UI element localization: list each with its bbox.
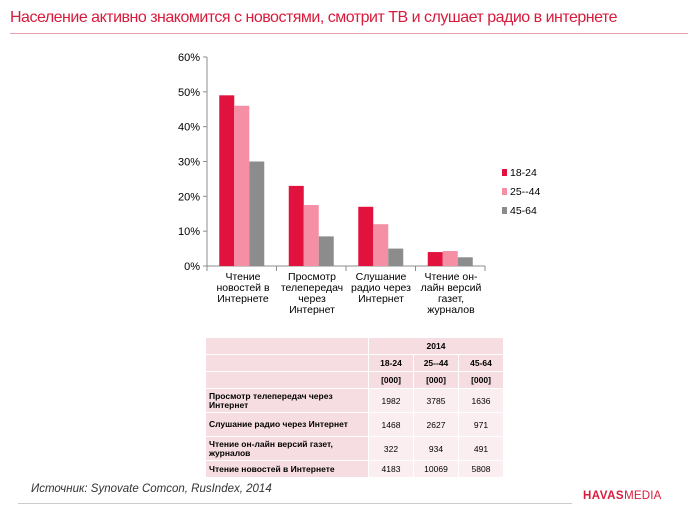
source-note: Источник: Synovate Comcon, RusIndex, 201… xyxy=(31,483,272,495)
bar xyxy=(457,257,473,266)
table-unit-header: [000] xyxy=(458,371,503,389)
table-column-header: 18-24 xyxy=(368,354,414,372)
bar xyxy=(427,252,443,266)
table-cell: 2627 xyxy=(413,412,459,437)
y-tick-label: 60% xyxy=(178,52,200,64)
legend-swatch xyxy=(502,169,507,176)
legend-item: 18-24 xyxy=(502,163,540,182)
table-cell: 322 xyxy=(368,436,414,461)
title-divider xyxy=(10,33,688,34)
table-corner-cell xyxy=(206,354,369,372)
bar xyxy=(318,236,334,266)
x-tick-label: Слушание радио через Интернет xyxy=(350,271,411,305)
table-row-label: Чтение новостей в Интернете xyxy=(206,460,369,477)
page-title: Население активно знакомится с новостями… xyxy=(10,9,618,26)
bar xyxy=(303,205,319,266)
table-year-header: 2014 xyxy=(368,338,503,355)
y-tick-label: 40% xyxy=(178,122,200,134)
table-cell: 5808 xyxy=(458,460,503,477)
legend-item: 45-64 xyxy=(502,201,540,220)
table-unit-header: [000] xyxy=(368,371,414,389)
table-unit-header: [000] xyxy=(413,371,459,389)
y-tick-label: 10% xyxy=(178,226,200,238)
table-header-row: 2014 xyxy=(206,338,503,355)
bar xyxy=(358,206,374,266)
bar xyxy=(373,224,389,266)
havas-media-logo: HAVASMEDIA xyxy=(583,490,662,502)
y-tick-label: 30% xyxy=(178,157,200,169)
table-row: Чтение он-лайн версий газет, журналов 32… xyxy=(206,436,503,461)
bar xyxy=(288,185,304,266)
y-tick-label: 50% xyxy=(178,87,200,99)
table-row: Чтение новостей в Интернете 4183 10069 5… xyxy=(206,460,503,477)
table-corner-cell xyxy=(206,338,369,355)
x-tick-label: Чтение он-лайн версий газет, журналов xyxy=(420,271,482,316)
table-row: Слушание радио через Интернет 1468 2627 … xyxy=(206,412,503,437)
table-row-label: Слушание радио через Интернет xyxy=(206,412,369,437)
bar xyxy=(388,248,404,266)
table-cell: 4183 xyxy=(368,460,414,477)
table-column-header: 45-64 xyxy=(458,354,503,372)
chart-legend: 18-24 25--44 45-64 xyxy=(502,163,540,220)
table-cell: 1982 xyxy=(368,388,414,413)
table-cell: 491 xyxy=(458,436,503,461)
table-header-row: [000] [000] [000] xyxy=(206,371,503,389)
table-cell: 971 xyxy=(458,412,503,437)
table-row: Просмотр телепередач через Интернет 1982… xyxy=(206,388,503,413)
footer-divider xyxy=(18,503,572,504)
bar xyxy=(234,105,250,267)
bar xyxy=(219,95,235,266)
table-cell: 1468 xyxy=(368,412,414,437)
table-cell: 3785 xyxy=(413,388,459,413)
y-tick-label: 20% xyxy=(178,191,200,203)
bar xyxy=(442,251,458,266)
legend-swatch xyxy=(502,188,507,195)
x-tick-label: Чтение новостей в Интернете xyxy=(216,271,270,305)
table-header-row: 18-24 25--44 45-64 xyxy=(206,354,503,372)
table-corner-cell xyxy=(206,371,369,389)
table-row-label: Чтение он-лайн версий газет, журналов xyxy=(206,436,369,461)
legend-label: 18-24 xyxy=(510,166,537,179)
table-cell: 1636 xyxy=(458,388,503,413)
data-table: 2014 18-24 25--44 45-64 [000] [000] [000… xyxy=(206,338,503,477)
table-cell: 10069 xyxy=(413,460,459,477)
legend-swatch xyxy=(502,207,507,214)
x-tick-label: Просмотр телепередач через Интернет xyxy=(280,271,344,316)
table-row-label: Просмотр телепередач через Интернет xyxy=(206,388,369,413)
legend-label: 25--44 xyxy=(510,185,541,198)
table-column-header: 25--44 xyxy=(413,354,459,372)
legend-label: 45-64 xyxy=(510,204,537,217)
y-tick-label: 0% xyxy=(184,261,200,273)
table-cell: 934 xyxy=(413,436,459,461)
legend-item: 25--44 xyxy=(502,182,540,201)
bar xyxy=(249,161,265,266)
